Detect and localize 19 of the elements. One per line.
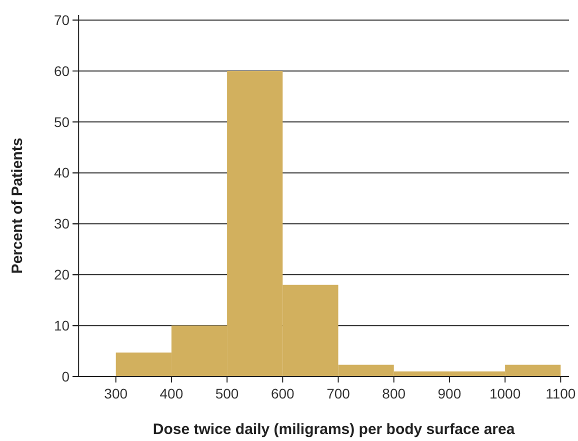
x-tick-label: 700: [326, 386, 350, 402]
y-tick-label: 20: [54, 266, 70, 283]
y-tick-label: 40: [54, 164, 70, 181]
y-tick-label: 30: [54, 216, 70, 232]
x-tick-label: 400: [160, 386, 184, 402]
y-axis-title: Percent of Patients: [9, 138, 26, 274]
x-tick-label: 1100: [546, 386, 576, 402]
y-tick-label: 70: [54, 12, 70, 28]
y-tick-label: 60: [54, 62, 70, 79]
y-tick-label: 0: [62, 368, 70, 384]
x-tick-label: 500: [215, 386, 239, 402]
x-tick-label: 1000: [489, 386, 521, 402]
x-axis-title: Dose twice daily (miligrams) per body surface area: [152, 421, 516, 438]
x-tick-label: 300: [104, 386, 128, 402]
y-tick-label: 50: [54, 114, 70, 130]
y-tick-label: 10: [54, 317, 70, 334]
x-tick-label: 900: [438, 386, 462, 402]
x-tick-label: 800: [382, 386, 406, 402]
x-tick-label: 600: [270, 386, 295, 402]
